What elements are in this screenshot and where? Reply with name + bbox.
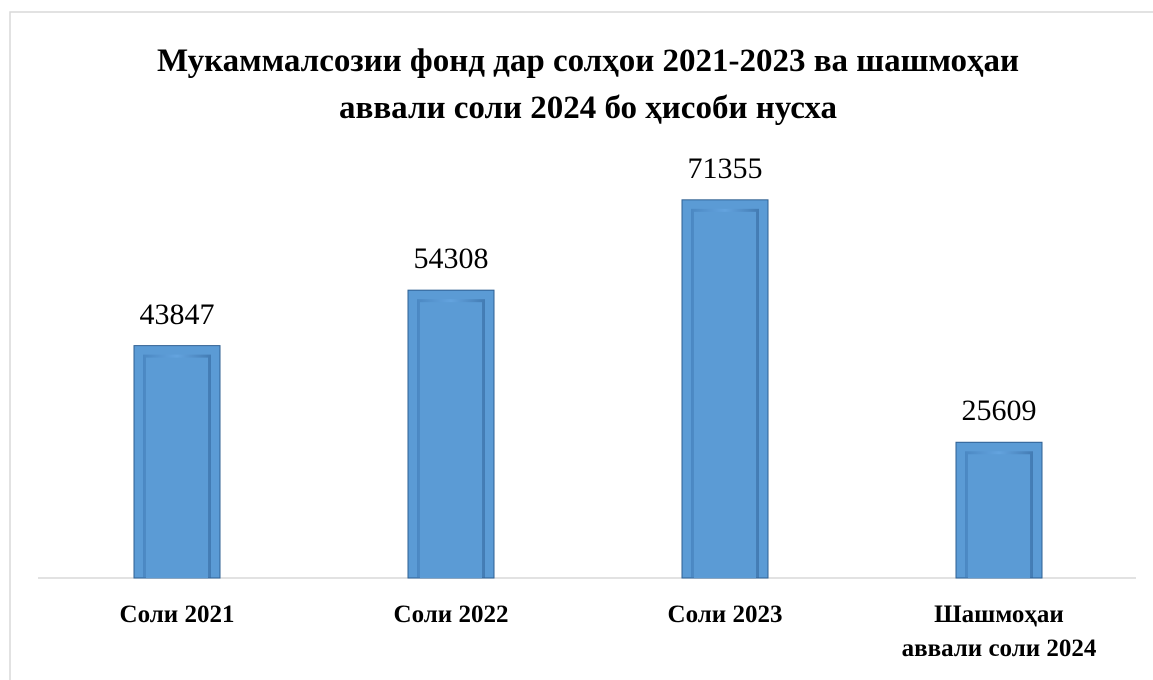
value-label: 54308	[413, 242, 489, 276]
value-label: 25609	[961, 394, 1037, 428]
chart-border	[9, 11, 1153, 680]
x-tick-label: Соли 2021	[119, 601, 235, 628]
bar	[694, 211, 756, 579]
value-label: 71355	[687, 151, 763, 185]
x-tick-label: Соли 2023	[667, 601, 783, 628]
x-tick-label: Шашмоҳаи аввали соли 2024	[901, 601, 1097, 662]
x-tick-label: Соли 2022	[393, 601, 509, 628]
bar	[420, 302, 482, 578]
bar	[968, 454, 1030, 578]
value-label: 43847	[139, 297, 215, 331]
chart-title: Мукаммалсозии фонд дар солҳои 2021-2023 …	[156, 43, 1020, 126]
bar	[146, 357, 208, 578]
